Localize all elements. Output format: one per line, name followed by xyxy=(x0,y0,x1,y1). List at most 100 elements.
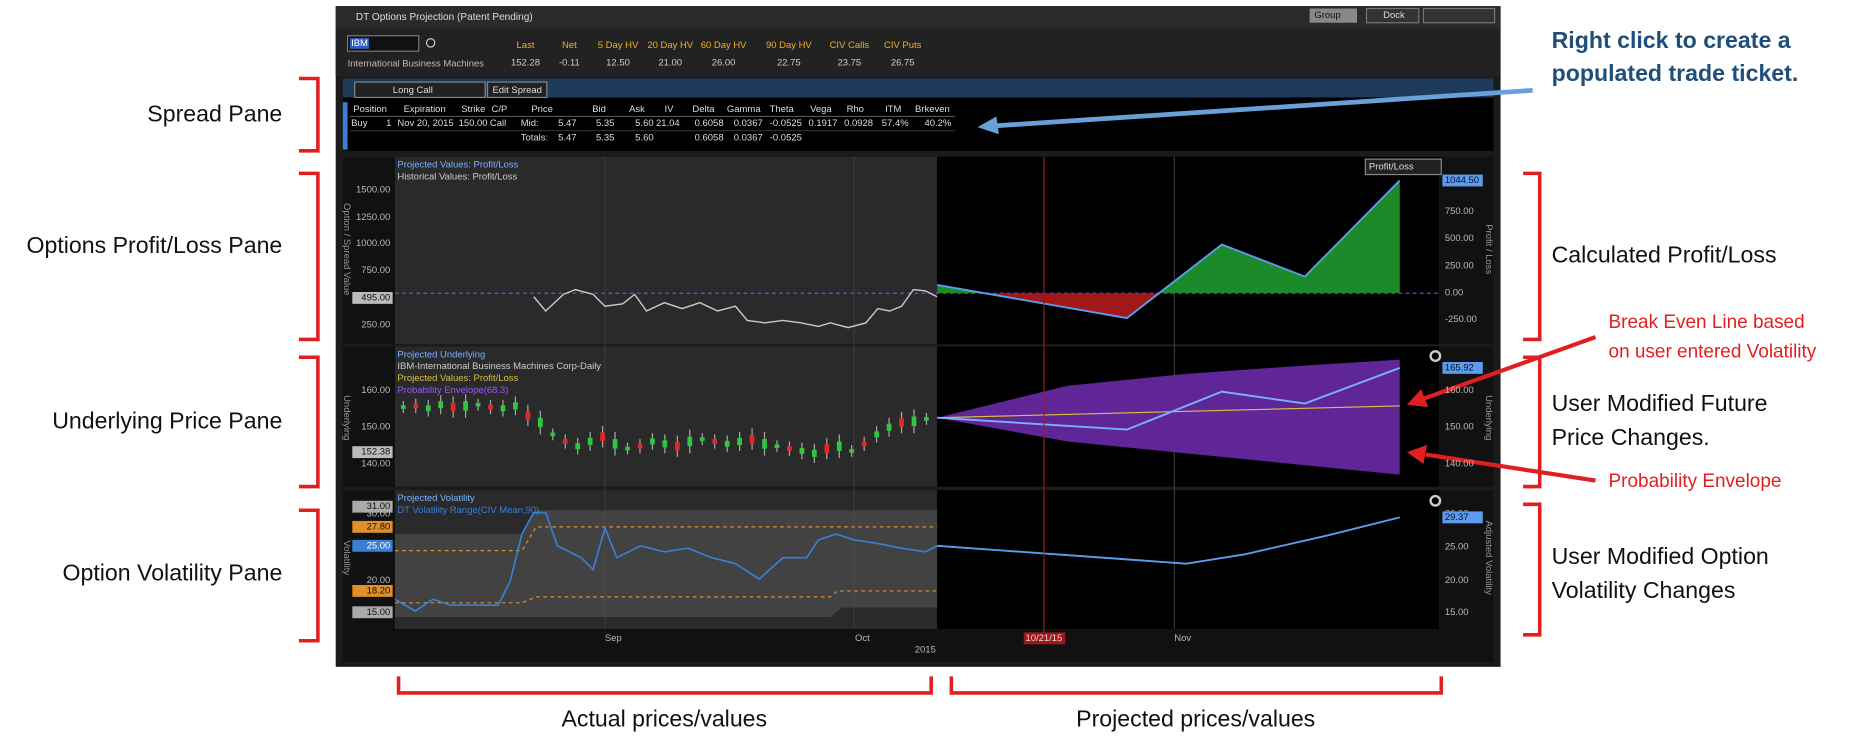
marker-badge xyxy=(352,606,393,619)
column-header: C/P xyxy=(492,104,508,115)
current-badge xyxy=(352,291,393,304)
axis-title: Profit / Loss xyxy=(1483,224,1494,274)
totals-cell: 5.47 xyxy=(558,132,576,143)
dropdown-label: Profit/Loss xyxy=(1369,161,1414,172)
legend-entry: Projected Underlying xyxy=(397,349,485,360)
spread-cell: 5.35 xyxy=(596,118,614,129)
projected-pl[interactable] xyxy=(936,179,1401,320)
symbol-highlight xyxy=(349,38,369,49)
current-badge xyxy=(352,446,393,459)
spread-cell: Mid: xyxy=(521,118,539,129)
settings-icon[interactable] xyxy=(1429,494,1442,507)
marker-label: 31.00 xyxy=(367,501,391,512)
quote-header: Net xyxy=(562,40,577,51)
column-header: Expiration xyxy=(404,104,446,115)
quote-header: 60 Day HV xyxy=(701,40,747,51)
x-tick-label: Oct xyxy=(855,633,870,644)
spread-cell: 21.04 xyxy=(656,118,680,129)
candle xyxy=(463,401,468,411)
candle xyxy=(625,446,630,451)
column-header: Brkeven xyxy=(915,104,950,115)
settings-icon[interactable] xyxy=(1429,350,1442,362)
spread-cell: 0.0367 xyxy=(734,118,763,129)
spread-cell: Nov 20, 2015 xyxy=(397,118,453,129)
pane-annotation: Underlying Price Pane xyxy=(52,408,282,434)
profit-area xyxy=(937,180,1400,294)
y-tick-label: 150.00 xyxy=(361,422,390,433)
candle xyxy=(513,402,518,410)
legend-entry: Projected Volatility xyxy=(397,493,475,504)
legend-entry: DT Volatility Range(CIV Mean,90) xyxy=(397,505,539,516)
column-header: Vega xyxy=(810,104,832,115)
y2-tick-label: 750.00 xyxy=(1445,206,1474,217)
candle xyxy=(799,447,805,454)
pane-annotation: Options Profit/Loss Pane xyxy=(27,232,283,258)
totals-cell: Totals: xyxy=(521,132,548,143)
spread-cell: Call xyxy=(490,118,506,129)
legend-entry: Projected Values: Profit/Loss xyxy=(397,160,518,171)
candle xyxy=(737,437,742,446)
candle xyxy=(438,401,444,409)
callout: User Modified Future xyxy=(1552,390,1768,416)
spread-toolbar xyxy=(342,78,1494,98)
candle xyxy=(924,417,929,421)
candle xyxy=(600,432,605,441)
historical-volatility xyxy=(394,511,938,613)
candle xyxy=(488,404,493,410)
marker-label: 27.80 xyxy=(367,521,391,532)
projected-underlying[interactable] xyxy=(937,367,1401,431)
legend-entry: Probability Envelope(68.3) xyxy=(397,385,508,396)
callout: Price Changes. xyxy=(1552,424,1710,450)
column-header: Bid xyxy=(592,104,606,115)
totals-cell: 5.60 xyxy=(635,132,653,143)
quote-value: -0.11 xyxy=(559,58,580,69)
current-badge xyxy=(1442,174,1483,187)
candles xyxy=(400,394,929,463)
strategy-dropdown[interactable] xyxy=(354,81,486,99)
callout: Right click to create a xyxy=(1552,27,1792,53)
pl-dropdown[interactable] xyxy=(1364,158,1442,176)
y-tick-label: 1500.00 xyxy=(356,184,390,195)
legend-entry: Projected Values: Profit/Loss xyxy=(397,373,518,384)
title-bar xyxy=(335,6,1501,29)
search-icon[interactable] xyxy=(425,38,436,48)
x-tick-label: Sep xyxy=(605,633,622,644)
y-tick-label: 140.00 xyxy=(361,459,390,470)
candle xyxy=(650,438,655,445)
column-header: Rho xyxy=(847,104,864,115)
axis-title: Volatility xyxy=(341,540,352,575)
candle xyxy=(724,440,730,447)
axis-title: Adjusted Volatility xyxy=(1483,521,1494,595)
candle xyxy=(674,442,680,451)
column-header: Price xyxy=(531,104,553,115)
spread-cell: 0.6058 xyxy=(695,118,724,129)
candle xyxy=(413,403,419,409)
candle xyxy=(637,443,643,449)
current-value: 495.00 xyxy=(361,292,390,303)
candle xyxy=(475,402,481,407)
window-controls[interactable] xyxy=(1422,7,1496,24)
quote-value: 26.00 xyxy=(712,58,736,69)
candle xyxy=(811,449,817,457)
current-value: 152.38 xyxy=(361,447,390,458)
marker-badge xyxy=(352,500,393,513)
totals-cell: 0.6058 xyxy=(695,132,724,143)
current-value: 165.92 xyxy=(1445,362,1474,373)
edit-spread-button[interactable] xyxy=(486,81,548,99)
marker-badge xyxy=(352,520,393,533)
candle xyxy=(662,440,668,448)
pane-annotation: Option Volatility Pane xyxy=(62,559,282,585)
projected-volatility[interactable] xyxy=(937,516,1400,565)
candle xyxy=(425,405,431,412)
column-header: Ask xyxy=(629,104,645,115)
candle xyxy=(537,417,543,428)
dock-button[interactable] xyxy=(1365,7,1420,24)
x-year-label: 2015 xyxy=(915,645,936,656)
legend-entry: Historical Values: Profit/Loss xyxy=(397,171,517,182)
spread-cell: 57.4% xyxy=(882,118,909,129)
current-value: 29.37 xyxy=(1445,512,1469,523)
spread-cell: 5.47 xyxy=(558,118,576,129)
y2-tick-label: 15.00 xyxy=(1445,607,1469,618)
candle xyxy=(749,434,755,444)
group-button[interactable] xyxy=(1309,8,1358,23)
